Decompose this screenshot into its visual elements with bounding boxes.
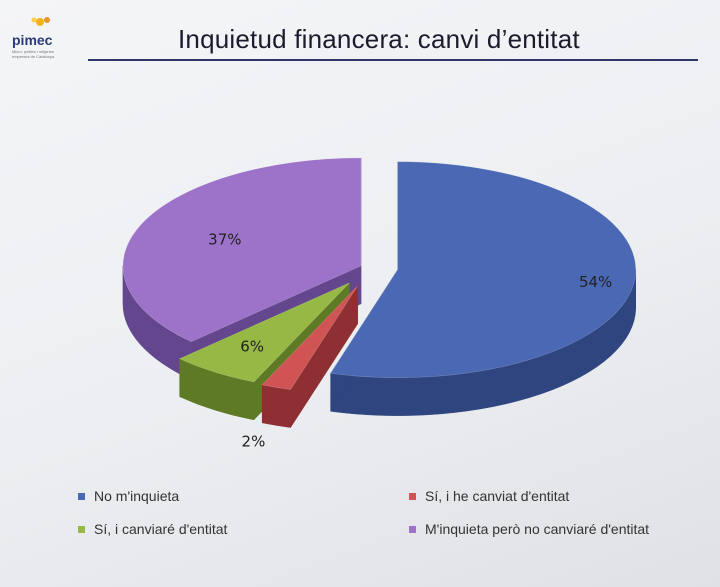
data-label: 37%	[208, 231, 241, 249]
logo-name: pimec	[12, 32, 53, 48]
legend-label: M'inquieta però no canviaré d'entitat	[425, 521, 650, 537]
legend-item-he-canviat: Sí, i he canviat d'entitat	[409, 488, 569, 504]
data-label: 54%	[579, 273, 612, 291]
pie-slice	[330, 161, 636, 378]
legend-swatch	[409, 492, 416, 500]
legend-item-inquieta-no-canviare: M'inquieta però no canviaré d'entitat	[409, 521, 649, 537]
pie-slice	[261, 285, 358, 390]
pimec-logo	[31, 17, 50, 26]
data-label: 6%	[240, 337, 264, 355]
pie-slice	[122, 157, 362, 342]
pie-slice	[178, 282, 350, 383]
legend-label: Sí, i he canviat d'entitat	[425, 488, 570, 504]
title-divider	[88, 59, 698, 61]
legend-label: No m'inquieta	[94, 488, 180, 504]
data-label: 2%	[242, 432, 266, 450]
legend-swatch	[409, 525, 416, 533]
page-title: Inquietud financera: canvi d’entitat	[178, 24, 580, 54]
legend-swatch	[78, 492, 85, 500]
legend-label: Sí, i canviaré d'entitat	[94, 521, 228, 537]
legend-item-no-inquieta: No m'inquieta	[78, 488, 179, 504]
legend-item-canviare: Sí, i canviaré d'entitat	[78, 521, 227, 537]
legend-swatch	[78, 525, 85, 533]
logo-tagline: Micro, petites i mitjanes empreses de Ca…	[12, 49, 55, 59]
